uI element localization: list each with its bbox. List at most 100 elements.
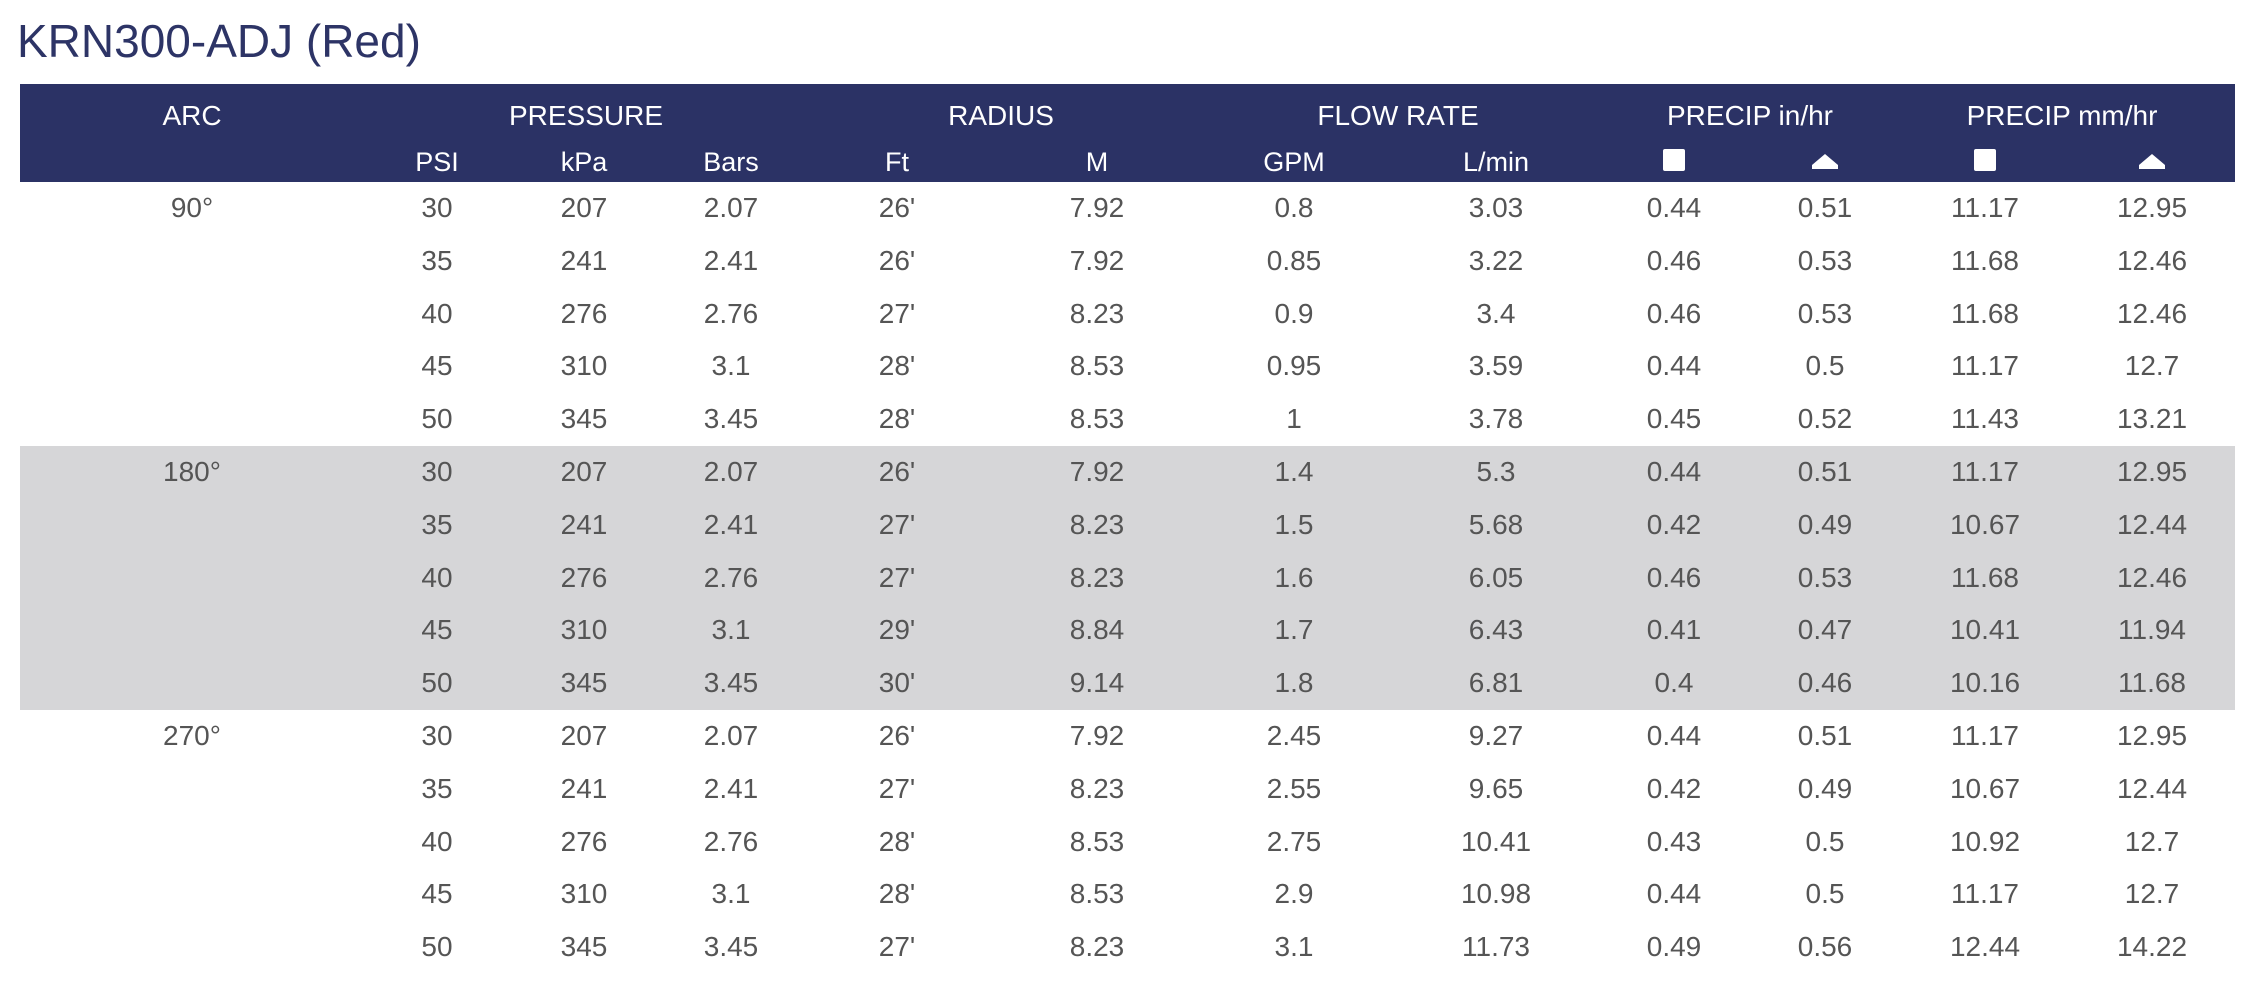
table-cell: 12.46: [2116, 561, 2188, 593]
table-cell: 1.6: [1274, 561, 1314, 593]
table-cell: 7.92: [1069, 456, 1125, 487]
performance-table: ARC PRESSURE RADIUS FLOW RATE PRECIP in/…: [20, 84, 2235, 974]
subheader-lmin: L/min: [1462, 147, 1530, 177]
table-cell: 29': [878, 614, 916, 646]
table-cell: 310: [560, 878, 608, 910]
table-row: 35 241 2.41 27' 8.23 1.5 5.68 0.42 0.49 10.67 12.4…: [20, 499, 2235, 552]
table-cell: 40: [421, 297, 453, 329]
table-cell: 26': [878, 192, 916, 223]
table-cell: 1.8: [1274, 667, 1314, 699]
table-cell: 0.41: [1646, 614, 1702, 646]
table-row: 40 276 2.76 28' 8.53 2.75 10.41 0.43 0.5 10.92 12.…: [20, 816, 2235, 869]
table-cell: 27': [878, 772, 916, 804]
table-cell: 3.45: [703, 403, 759, 435]
table-cell: 0.44: [1646, 350, 1702, 382]
table-cell: 3.78: [1468, 403, 1524, 435]
table-cell: 11.68: [1951, 244, 2019, 276]
table-cell: 30: [421, 456, 453, 487]
table-cell: 35: [421, 508, 453, 540]
table-cell: 50: [421, 403, 453, 435]
table-cell: 0.9: [1274, 297, 1314, 329]
table-cell: 6.05: [1468, 561, 1524, 593]
table-cell: 28': [878, 825, 916, 857]
table-cell: 345: [560, 403, 608, 435]
table-cell: 2.76: [703, 561, 759, 593]
header-flow-rate: FLOW RATE: [1317, 100, 1479, 131]
table-cell: 1: [1286, 403, 1302, 435]
table-cell: 0.51: [1797, 456, 1853, 487]
table-row: 270° 30 207 2.07 26' 7.92 2.45 9.27 0.44 0.51 11.1…: [20, 710, 2235, 763]
table-cell: 0.45: [1646, 403, 1702, 435]
table-cell: 11.17: [1951, 878, 2019, 910]
table-cell: 0.5: [1805, 878, 1845, 910]
subheader-ft: Ft: [885, 147, 909, 177]
table-cell: 12.7: [2124, 350, 2180, 382]
table-cell: 2.76: [703, 297, 759, 329]
table-cell: 12.44: [2116, 772, 2188, 804]
header-arc: ARC: [162, 100, 222, 131]
table-cell: 11.68: [1951, 297, 2019, 329]
table-cell: 10.41: [1460, 825, 1532, 857]
table-body: 90° 30 207 2.07 26' 7.92 0.8 3.03 0.44 0.51 11.17 1…: [20, 182, 2235, 974]
header-precip-mm: PRECIP mm/hr: [1966, 100, 2158, 131]
table-cell: 2.07: [703, 456, 759, 487]
table-cell: 11.17: [1951, 456, 2019, 487]
table-cell: 241: [560, 772, 608, 804]
table-cell: 0.44: [1646, 720, 1702, 751]
page-title: KRN300-ADJ (Red): [17, 15, 421, 67]
table-cell: 2.41: [703, 508, 759, 540]
subheader-m: M: [1085, 147, 1109, 177]
table-cell: 2.41: [703, 772, 759, 804]
table-cell: 0.46: [1646, 297, 1702, 329]
table-cell: 2.07: [703, 192, 759, 223]
table-cell: 50: [421, 931, 453, 963]
table-cell: 11.17: [1951, 350, 2019, 382]
table-cell: 35: [421, 244, 453, 276]
table-row: 45 310 3.1 28' 8.53 2.9 10.98 0.44 0.5 11.17 12.7: [20, 868, 2235, 921]
triangle-spacing-icon: [1812, 154, 1838, 169]
table-cell: 8.23: [1069, 931, 1125, 963]
table-cell: 6.81: [1468, 667, 1524, 699]
table-cell: 0.56: [1797, 931, 1853, 963]
table-cell: 26': [878, 244, 916, 276]
table-cell: 11.73: [1462, 931, 1530, 963]
arc-group: 180° 30 207 2.07 26' 7.92 1.4 5.3 0.44 0.51 11.17 1…: [20, 446, 2235, 710]
table-cell: 8.23: [1069, 297, 1125, 329]
subheader-bars: Bars: [703, 147, 759, 177]
table-cell: 10.67: [1949, 772, 2021, 804]
table-cell: 7.92: [1069, 192, 1125, 223]
table-cell: 9.27: [1468, 720, 1524, 751]
table-cell: 0.95: [1266, 350, 1322, 382]
table-cell: 0.8: [1274, 192, 1314, 223]
subheader-kpa: kPa: [560, 147, 608, 177]
table-cell: 10.98: [1460, 878, 1532, 910]
table-cell: 0.49: [1797, 508, 1853, 540]
table-cell: 345: [560, 931, 608, 963]
triangle-spacing-icon: [2139, 154, 2165, 169]
header-radius: RADIUS: [948, 100, 1054, 131]
table-cell: 10.92: [1949, 825, 2021, 857]
table-cell: 30: [421, 720, 453, 751]
table-cell: 207: [560, 456, 608, 487]
table-row: 180° 30 207 2.07 26' 7.92 1.4 5.3 0.44 0.51 11.17 1…: [20, 446, 2235, 499]
table-cell: 28': [878, 403, 916, 435]
table-cell: 5.3: [1476, 456, 1516, 487]
table-row: 45 310 3.1 28' 8.53 0.95 3.59 0.44 0.5 11.17 12.7: [20, 340, 2235, 393]
table-cell: 3.22: [1468, 244, 1524, 276]
table-cell: 40: [421, 561, 453, 593]
table-cell: 8.84: [1069, 614, 1125, 646]
table-cell: 14.22: [2116, 931, 2188, 963]
table-cell: 2.45: [1266, 720, 1322, 751]
table-cell: 3.4: [1476, 297, 1516, 329]
table-header: ARC PRESSURE RADIUS FLOW RATE PRECIP in/…: [20, 84, 2235, 182]
table-cell: 13.21: [2116, 403, 2188, 435]
table-cell: 10.16: [1949, 667, 2021, 699]
table-cell: 6.43: [1468, 614, 1524, 646]
subheader-gpm: GPM: [1263, 147, 1325, 177]
table-cell: 12.95: [2116, 456, 2188, 487]
table-cell: 9.14: [1069, 667, 1125, 699]
table-cell: 3.1: [1274, 931, 1314, 963]
table-cell: 27': [878, 508, 916, 540]
table-cell: 12.95: [2116, 720, 2188, 751]
table-cell: 11.43: [1951, 403, 2019, 435]
